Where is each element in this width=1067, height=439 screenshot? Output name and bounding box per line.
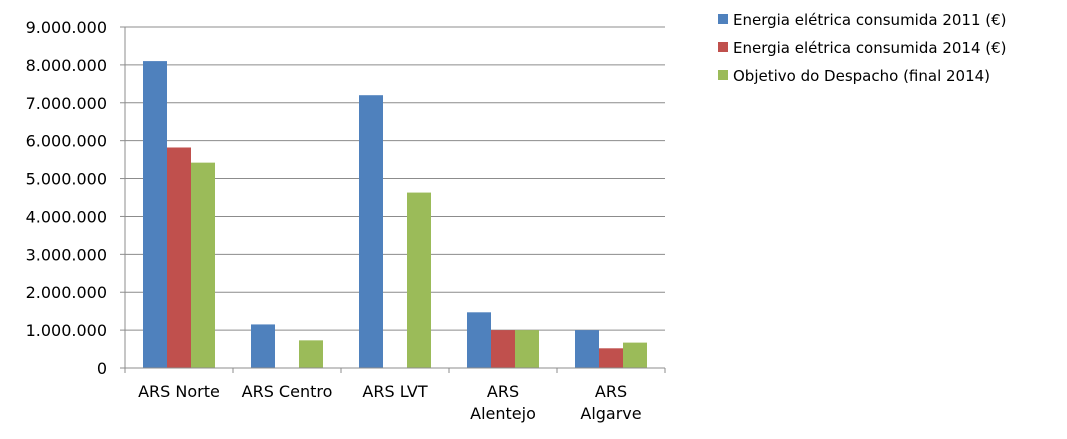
y-tick-label: 0 <box>97 359 107 378</box>
bar-3-3 <box>407 192 431 368</box>
x-tick-label-line: Algarve <box>580 404 641 423</box>
x-tick-label-line: Alentejo <box>470 404 536 423</box>
x-tick-label: ARS Alentejo <box>470 382 536 423</box>
bar-3-5 <box>623 342 647 368</box>
bars <box>143 61 647 368</box>
x-tick-label-line: ARS Norte <box>138 382 220 401</box>
y-tick-label: 7.000.000 <box>26 94 107 113</box>
x-tick-label: ARS Centro <box>242 382 333 401</box>
legend: Energia elétrica consumida 2011 (€) Energ… <box>718 11 1007 85</box>
y-tick-label: 4.000.000 <box>26 207 107 226</box>
legend-swatch <box>718 42 728 52</box>
bar-2-5 <box>599 348 623 368</box>
bar-1-4 <box>467 312 491 368</box>
legend-swatch <box>718 70 728 80</box>
bar-3-4 <box>515 330 539 368</box>
y-tick-label: 2.000.000 <box>26 283 107 302</box>
x-tick-label-line: ARS LVT <box>362 382 427 401</box>
legend-label: Energia elétrica consumida 2011 (€) <box>733 11 1007 29</box>
y-tick-label: 5.000.000 <box>26 170 107 189</box>
y-tick-label: 1.000.000 <box>26 321 107 340</box>
axes <box>120 26 666 373</box>
y-tick-label: 3.000.000 <box>26 245 107 264</box>
x-tick-label: ARS Algarve <box>580 382 641 423</box>
x-tick-label-line: ARS <box>595 382 627 401</box>
y-axis-tick-labels: 0 1.000.000 2.000.000 3.000.000 4.000.000 5.0… <box>26 18 107 378</box>
x-tick-label: ARS LVT <box>362 382 427 401</box>
bar-1-5 <box>575 330 599 368</box>
legend-label: Energia elétrica consumida 2014 (€) <box>733 39 1007 57</box>
x-axis-tick-labels: ARS Norte ARS Centro ARS LVT ARS AlentejoARS… <box>138 382 642 423</box>
bar-1-3 <box>359 95 383 368</box>
x-tick-label: ARS Norte <box>138 382 220 401</box>
bar-1-1 <box>143 61 167 368</box>
bar-3-2 <box>299 340 323 368</box>
x-tick-label-line: ARS Centro <box>242 382 333 401</box>
legend-swatch <box>718 14 728 24</box>
y-tick-label: 8.000.000 <box>26 56 107 75</box>
legend-label: Objetivo do Despacho (final 2014) <box>733 67 990 85</box>
bar-2-4 <box>491 330 515 368</box>
y-tick-label: 9.000.000 <box>26 18 107 37</box>
y-tick-label: 6.000.000 <box>26 132 107 151</box>
x-tick-label-line: ARS <box>487 382 519 401</box>
bar-1-2 <box>251 324 275 368</box>
bar-2-1 <box>167 147 191 368</box>
bar-3-1 <box>191 162 215 368</box>
